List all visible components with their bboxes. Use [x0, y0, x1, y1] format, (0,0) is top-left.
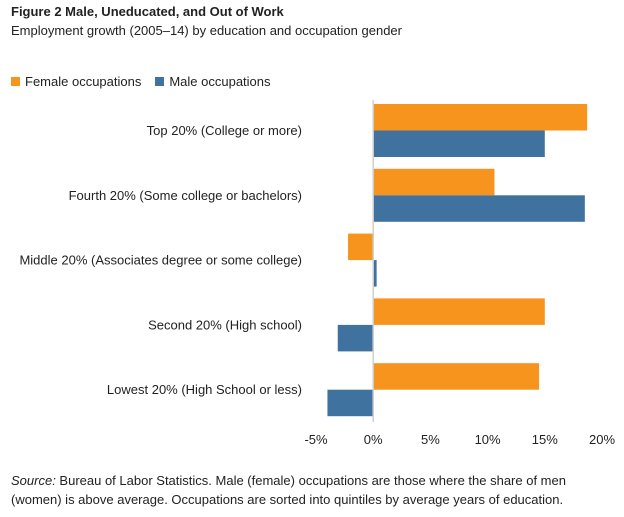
- legend-swatch: [11, 77, 20, 86]
- bar-male: [373, 195, 585, 222]
- chart-subtitle: Employment growth (2005–14) by education…: [11, 23, 402, 38]
- x-tick-label: 5%: [421, 432, 440, 447]
- legend-item-male: Male occupations: [155, 74, 271, 89]
- x-tick-label: 0%: [364, 432, 383, 447]
- chart-title: Figure 2 Male, Uneducated, and Out of Wo…: [11, 4, 284, 19]
- bar-male: [337, 324, 374, 352]
- category-label: Second 20% (High school): [148, 317, 302, 332]
- legend-label: Female occupations: [25, 74, 142, 89]
- bar-female: [373, 298, 545, 325]
- x-tick-label: -5%: [304, 432, 328, 447]
- bar-female: [348, 233, 374, 261]
- bar-female: [373, 168, 495, 196]
- x-tick-label: 20%: [589, 432, 615, 447]
- bar-male: [373, 260, 377, 287]
- bar-female: [373, 104, 588, 131]
- category-label: Fourth 20% (Some college or bachelors): [69, 188, 302, 203]
- bar-female: [373, 363, 540, 390]
- x-tick-label: 10%: [475, 432, 501, 447]
- legend-item-female: Female occupations: [11, 74, 141, 89]
- source-note: Source: Bureau of Labor Statistics. Male…: [11, 471, 616, 509]
- category-label: Lowest 20% (High School or less): [107, 382, 302, 397]
- source-label: Source:: [11, 473, 56, 488]
- legend-label: Male occupations: [169, 74, 271, 89]
- legend: Female occupations Male occupations: [11, 74, 271, 89]
- category-label: Top 20% (College or more): [147, 123, 302, 138]
- bar-male: [373, 130, 545, 157]
- category-label: Middle 20% (Associates degree or some co…: [19, 253, 302, 268]
- legend-swatch: [155, 77, 165, 86]
- source-text: Bureau of Labor Statistics. Male (female…: [11, 473, 566, 507]
- x-tick-label: 15%: [532, 432, 558, 447]
- bar-male: [327, 389, 374, 417]
